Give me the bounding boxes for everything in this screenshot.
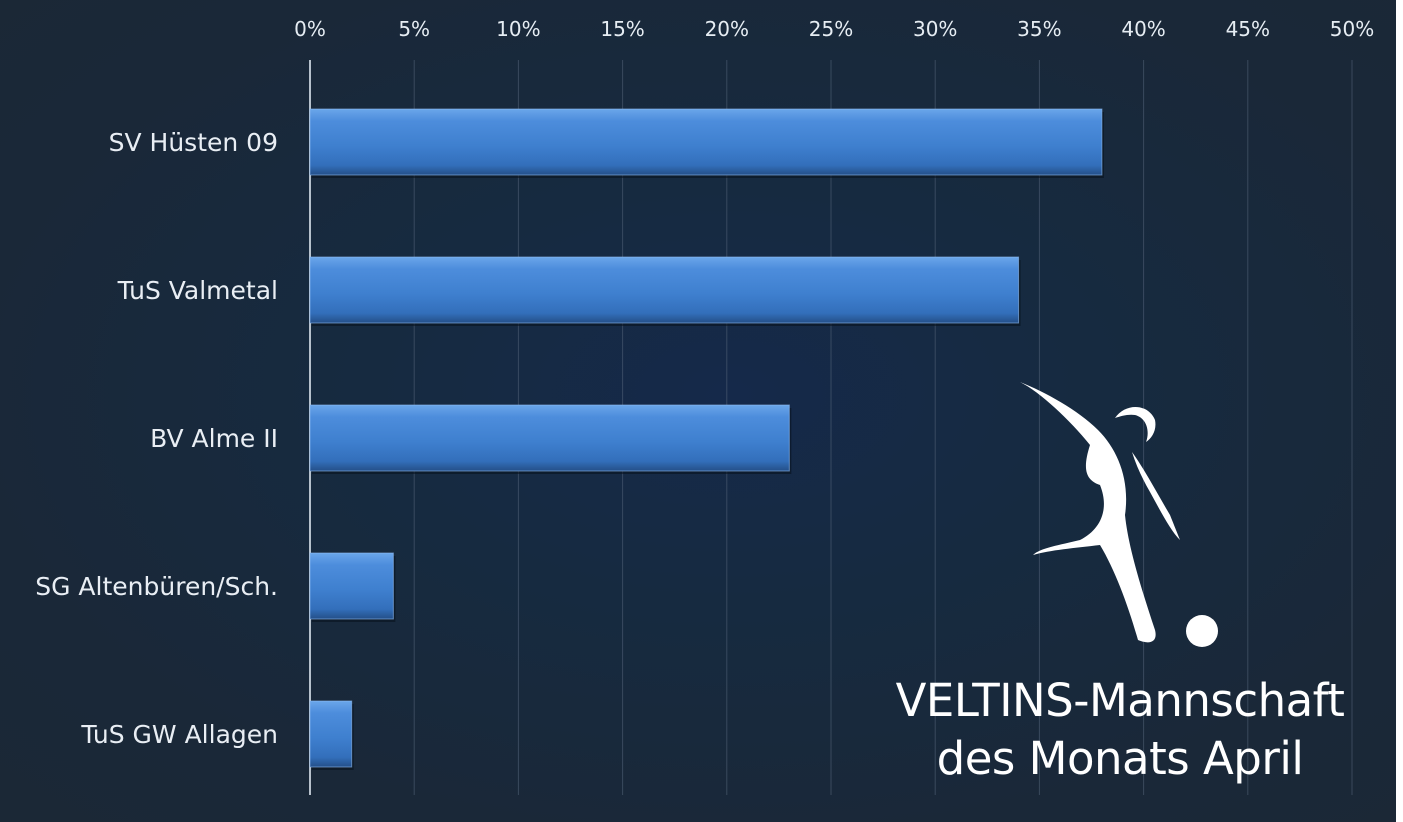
category-label: SV Hüsten 09 xyxy=(109,128,278,157)
category-label: TuS Valmetal xyxy=(117,276,278,305)
category-labels: SV Hüsten 09 TuS Valmetal BV Alme II SG Alt… xyxy=(35,128,278,749)
x-tick-label: 5% xyxy=(398,17,430,41)
x-tick-label: 10% xyxy=(496,17,540,41)
right-edge-strip xyxy=(1396,0,1403,822)
category-label: SG Altenbüren/Sch. xyxy=(35,572,278,601)
x-tick-label: 40% xyxy=(1121,17,1165,41)
x-tick-label: 50% xyxy=(1330,17,1374,41)
x-tick-label: 15% xyxy=(600,17,644,41)
x-tick-label: 0% xyxy=(294,17,326,41)
bars xyxy=(309,108,1104,770)
x-tick-label: 35% xyxy=(1017,17,1061,41)
x-tick-label: 45% xyxy=(1226,17,1270,41)
x-axis-tick-labels: 0% 5% 10% 15% 20% 25% 30% 35% 40% 45% 50% xyxy=(294,17,1374,41)
chart-caption: VELTINS-Mannschaft des Monats April xyxy=(870,672,1370,788)
bar xyxy=(309,404,790,472)
bar xyxy=(309,256,1020,324)
caption-line-2: des Monats April xyxy=(936,732,1304,785)
x-tick-label: 30% xyxy=(913,17,957,41)
football-player-kicking-ball-icon xyxy=(1020,382,1218,647)
x-tick-label: 25% xyxy=(809,17,853,41)
category-label: TuS GW Allagen xyxy=(80,720,278,749)
bar xyxy=(309,552,394,620)
x-tick-label: 20% xyxy=(705,17,749,41)
bar xyxy=(309,700,353,768)
category-label: BV Alme II xyxy=(150,424,278,453)
caption-line-1: VELTINS-Mannschaft xyxy=(895,674,1345,727)
bar xyxy=(309,108,1103,176)
